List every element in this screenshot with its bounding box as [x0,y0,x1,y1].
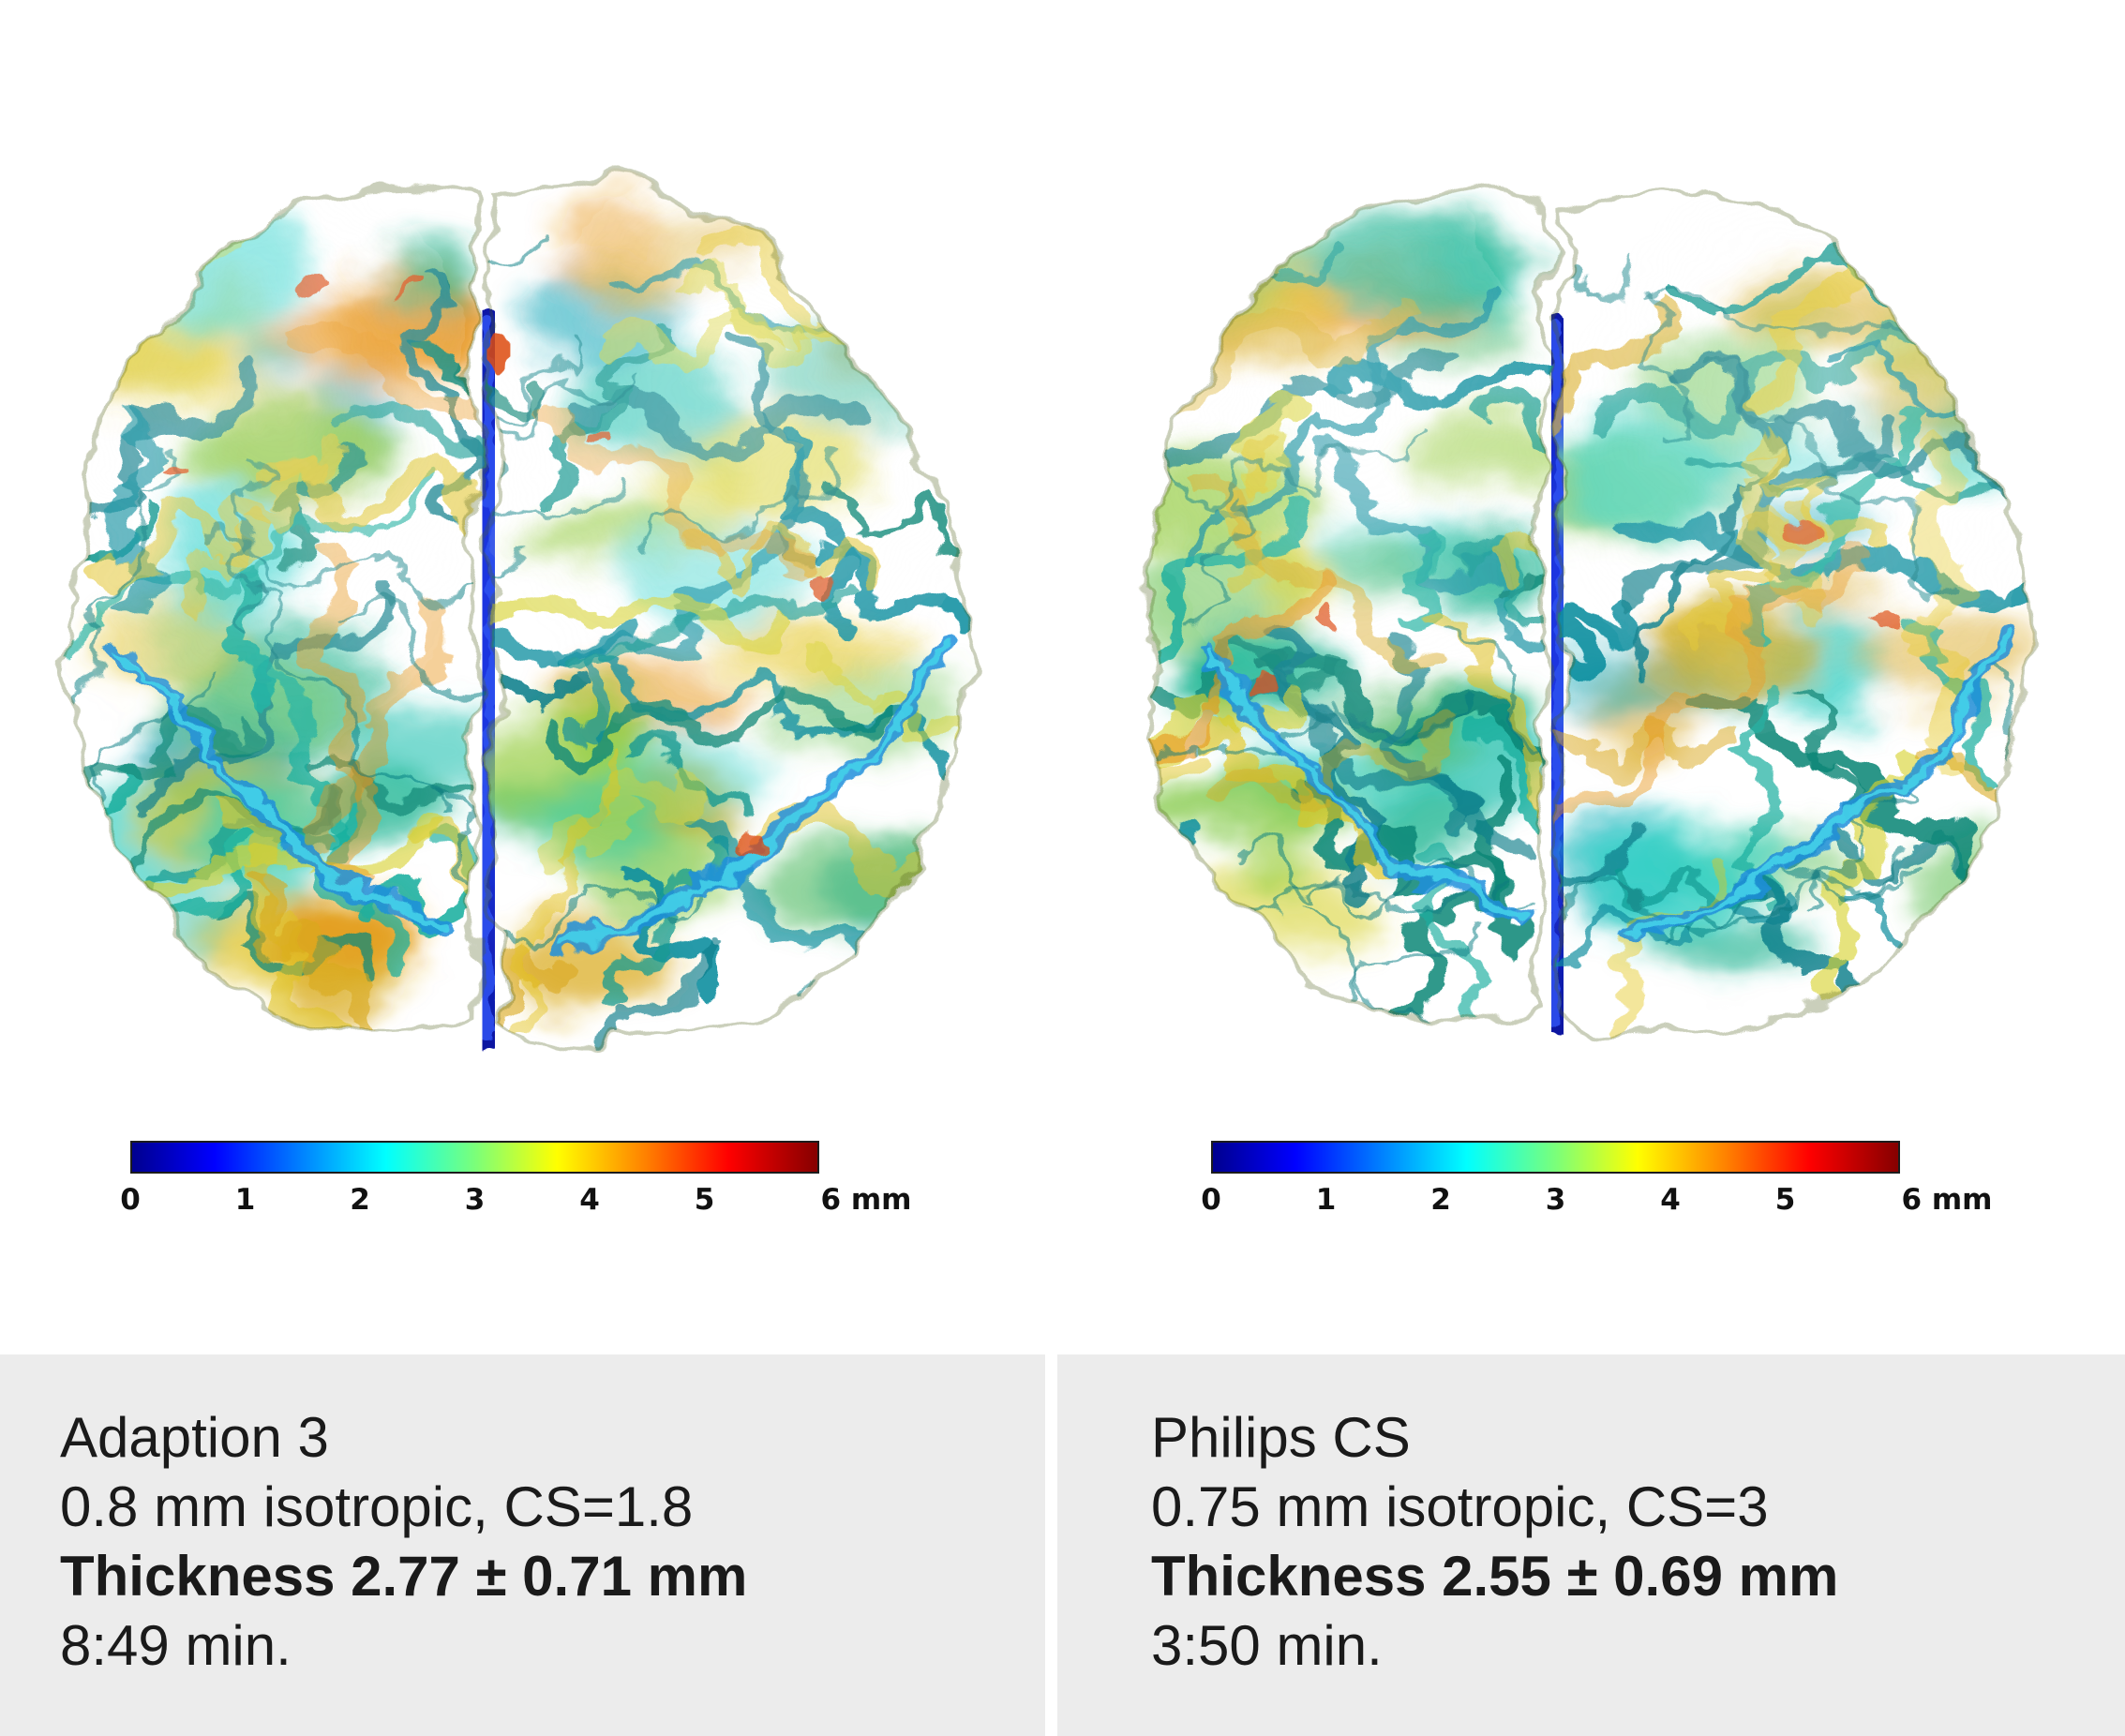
colorbar-ticks: 0 1 2 3 4 5 6 mm [120,1183,911,1230]
colorbar-end-label: 6 mm [820,1183,912,1217]
caption-duration: 8:49 min. [60,1614,292,1677]
caption-params: 0.8 mm isotropic, CS=1.8 [60,1475,694,1538]
caption-thickness: Thickness 2.55 ± 0.69 mm [1151,1545,1839,1608]
colorbar-tick-label: 1 [1315,1183,1337,1217]
colorbar-philips-cs: 0 1 2 3 4 5 6 mm [1201,1141,1992,1244]
colorbar-tick-label: 3 [464,1183,486,1217]
brain-render-adaption3 [36,109,1012,1095]
brain-render-philips-cs [1109,118,2076,1080]
caption-title: Philips CS [1151,1406,1411,1469]
colorbar-adaption3: 0 1 2 3 4 5 6 mm [120,1141,911,1244]
caption-duration: 3:50 min. [1151,1614,1383,1677]
colorbar-tick-label: 4 [1660,1183,1681,1217]
colorbar-gradient [1211,1141,1900,1174]
colorbar-tick-label: 5 [694,1183,715,1217]
colorbar-tick-label: 2 [350,1183,370,1217]
colorbar-end-label: 6 mm [1901,1183,1993,1217]
caption-philips-cs: Philips CS 0.75 mm isotropic, CS=3 Thick… [1057,1354,2125,1736]
colorbar-ticks: 0 1 2 3 4 5 6 mm [1201,1183,1992,1230]
colorbar-tick-label: 0 [1201,1183,1221,1217]
caption-thickness: Thickness 2.77 ± 0.71 mm [60,1545,748,1608]
caption-adaption3: Adaption 3 0.8 mm isotropic, CS=1.8 Thic… [0,1354,1045,1736]
colorbar-tick-label: 5 [1774,1183,1796,1217]
colorbar-tick-label: 0 [120,1183,141,1217]
colorbar-gradient [130,1141,819,1174]
colorbar-tick-label: 4 [579,1183,600,1217]
colorbar-tick-label: 3 [1545,1183,1566,1217]
caption-title: Adaption 3 [60,1406,329,1469]
colorbar-tick-label: 1 [234,1183,256,1217]
caption-params: 0.75 mm isotropic, CS=3 [1151,1475,1769,1538]
colorbar-tick-label: 2 [1430,1183,1451,1217]
